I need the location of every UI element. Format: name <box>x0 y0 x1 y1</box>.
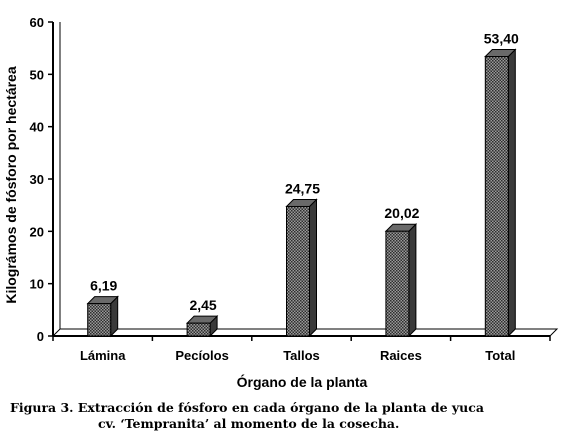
bar <box>385 230 410 337</box>
x-tick-label: Total <box>485 348 515 363</box>
x-tick-label: Lámina <box>80 348 126 363</box>
chart: 0 10 20 30 40 50 60 6,19 Lámina 2,45 Pecíolos 24,75… <box>3 15 559 390</box>
bar <box>87 303 112 337</box>
bar-side <box>408 223 417 338</box>
x-tick-label: Pecíolos <box>175 348 228 363</box>
y-tick-label: 40 <box>30 120 44 135</box>
x-tick-label: Tallos <box>283 348 320 363</box>
data-label: 24,75 <box>285 180 320 196</box>
y-tick-label: 60 <box>30 15 44 30</box>
y-tick-label: 30 <box>30 172 44 187</box>
bar <box>186 322 211 337</box>
data-label: 53,40 <box>484 31 519 47</box>
y-tick-label: 50 <box>30 67 44 82</box>
y-tick-label: 10 <box>30 277 44 292</box>
data-label: 20,02 <box>384 205 419 221</box>
bar-side <box>507 48 516 338</box>
bar <box>286 205 310 337</box>
data-label: 6,19 <box>90 278 117 294</box>
data-label: 2,45 <box>189 297 216 313</box>
x-tick-label: Raices <box>380 348 422 363</box>
y-tick-label: 20 <box>30 224 44 239</box>
y-axis-title: Kilográmos de fósforo por hectárea <box>3 66 19 303</box>
bar-chart-svg: 0 10 20 30 40 50 60 6,19 Lámina 2,45 Pecíolos 24,75… <box>3 15 559 390</box>
bar <box>484 56 509 337</box>
y-tick-label: 0 <box>37 329 44 344</box>
bar-side <box>309 198 317 338</box>
caption-line-2: cv. ‘Tempranita’ al momento de la cosech… <box>98 416 400 431</box>
caption-line-1: Figura 3. Extracción de fósforo en cada … <box>10 400 484 415</box>
x-axis-title: Órgano de la planta <box>237 373 368 390</box>
